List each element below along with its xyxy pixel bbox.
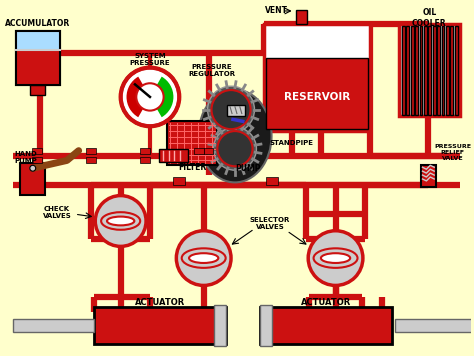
Text: PRESSURE
REGULATOR: PRESSURE REGULATOR xyxy=(188,64,235,77)
Wedge shape xyxy=(127,77,150,117)
Bar xyxy=(30,85,46,95)
Bar xyxy=(214,305,226,346)
Text: ACCUMULATOR: ACCUMULATOR xyxy=(5,19,70,28)
Bar xyxy=(441,26,445,115)
Ellipse shape xyxy=(107,216,134,225)
Bar xyxy=(395,319,473,332)
Bar xyxy=(455,26,457,115)
Wedge shape xyxy=(150,77,173,117)
Bar xyxy=(227,105,245,116)
Ellipse shape xyxy=(198,90,272,182)
Bar xyxy=(437,26,440,115)
Bar xyxy=(159,149,188,162)
Bar xyxy=(399,24,460,116)
Text: SELECTOR
VALVES: SELECTOR VALVES xyxy=(250,218,290,230)
Bar xyxy=(420,165,436,187)
Ellipse shape xyxy=(314,248,357,268)
Bar xyxy=(204,148,213,153)
Bar xyxy=(16,31,60,85)
Text: SYSTEM
PRESSURE: SYSTEM PRESSURE xyxy=(130,53,170,66)
Circle shape xyxy=(176,231,231,286)
Ellipse shape xyxy=(321,253,350,263)
Circle shape xyxy=(95,195,146,246)
Bar xyxy=(446,26,449,115)
Bar xyxy=(415,26,418,115)
Bar xyxy=(86,148,96,153)
Bar xyxy=(433,26,436,115)
Text: VENT: VENT xyxy=(265,6,289,15)
Bar xyxy=(86,157,96,163)
Circle shape xyxy=(308,231,363,286)
Bar xyxy=(264,24,370,131)
Text: HAND
PUMP: HAND PUMP xyxy=(15,151,37,164)
Bar xyxy=(402,26,405,115)
Bar xyxy=(411,26,414,115)
Text: FILTER: FILTER xyxy=(178,163,206,172)
Bar xyxy=(173,177,185,185)
Circle shape xyxy=(208,86,255,133)
Circle shape xyxy=(30,165,36,171)
Circle shape xyxy=(137,83,164,111)
Text: STANDPIPE: STANDPIPE xyxy=(270,140,314,146)
Bar xyxy=(17,32,59,50)
Bar xyxy=(450,26,453,115)
Bar xyxy=(32,157,42,163)
Ellipse shape xyxy=(189,253,219,263)
Bar xyxy=(266,177,278,185)
Bar xyxy=(140,148,150,153)
Text: OIL
COOLER: OIL COOLER xyxy=(412,8,447,27)
Circle shape xyxy=(213,127,256,170)
Bar xyxy=(94,307,226,344)
Bar xyxy=(166,121,218,165)
Ellipse shape xyxy=(182,248,226,268)
Bar xyxy=(406,26,409,115)
Bar xyxy=(260,307,392,344)
Bar xyxy=(32,148,42,153)
Circle shape xyxy=(121,68,179,126)
Bar xyxy=(266,58,368,129)
Text: ACTUATOR: ACTUATOR xyxy=(301,298,351,307)
Text: ACTUATOR: ACTUATOR xyxy=(135,298,185,307)
Text: PUMP: PUMP xyxy=(235,164,260,173)
Ellipse shape xyxy=(101,212,140,230)
Bar xyxy=(419,26,422,115)
Circle shape xyxy=(218,131,253,166)
Bar xyxy=(17,50,59,84)
Text: RESERVOIR: RESERVOIR xyxy=(284,92,350,102)
Bar xyxy=(140,157,150,163)
Text: CHECK
VALVES: CHECK VALVES xyxy=(43,206,72,219)
Circle shape xyxy=(211,90,251,129)
Bar xyxy=(260,305,272,346)
Bar xyxy=(295,10,307,24)
Bar xyxy=(20,163,46,195)
Bar xyxy=(194,148,204,153)
Bar xyxy=(13,319,94,332)
Bar xyxy=(424,26,427,115)
Bar xyxy=(428,26,431,115)
Text: PRESSURE
RELIEF
VALVE: PRESSURE RELIEF VALVE xyxy=(434,144,471,161)
Bar xyxy=(16,31,60,85)
